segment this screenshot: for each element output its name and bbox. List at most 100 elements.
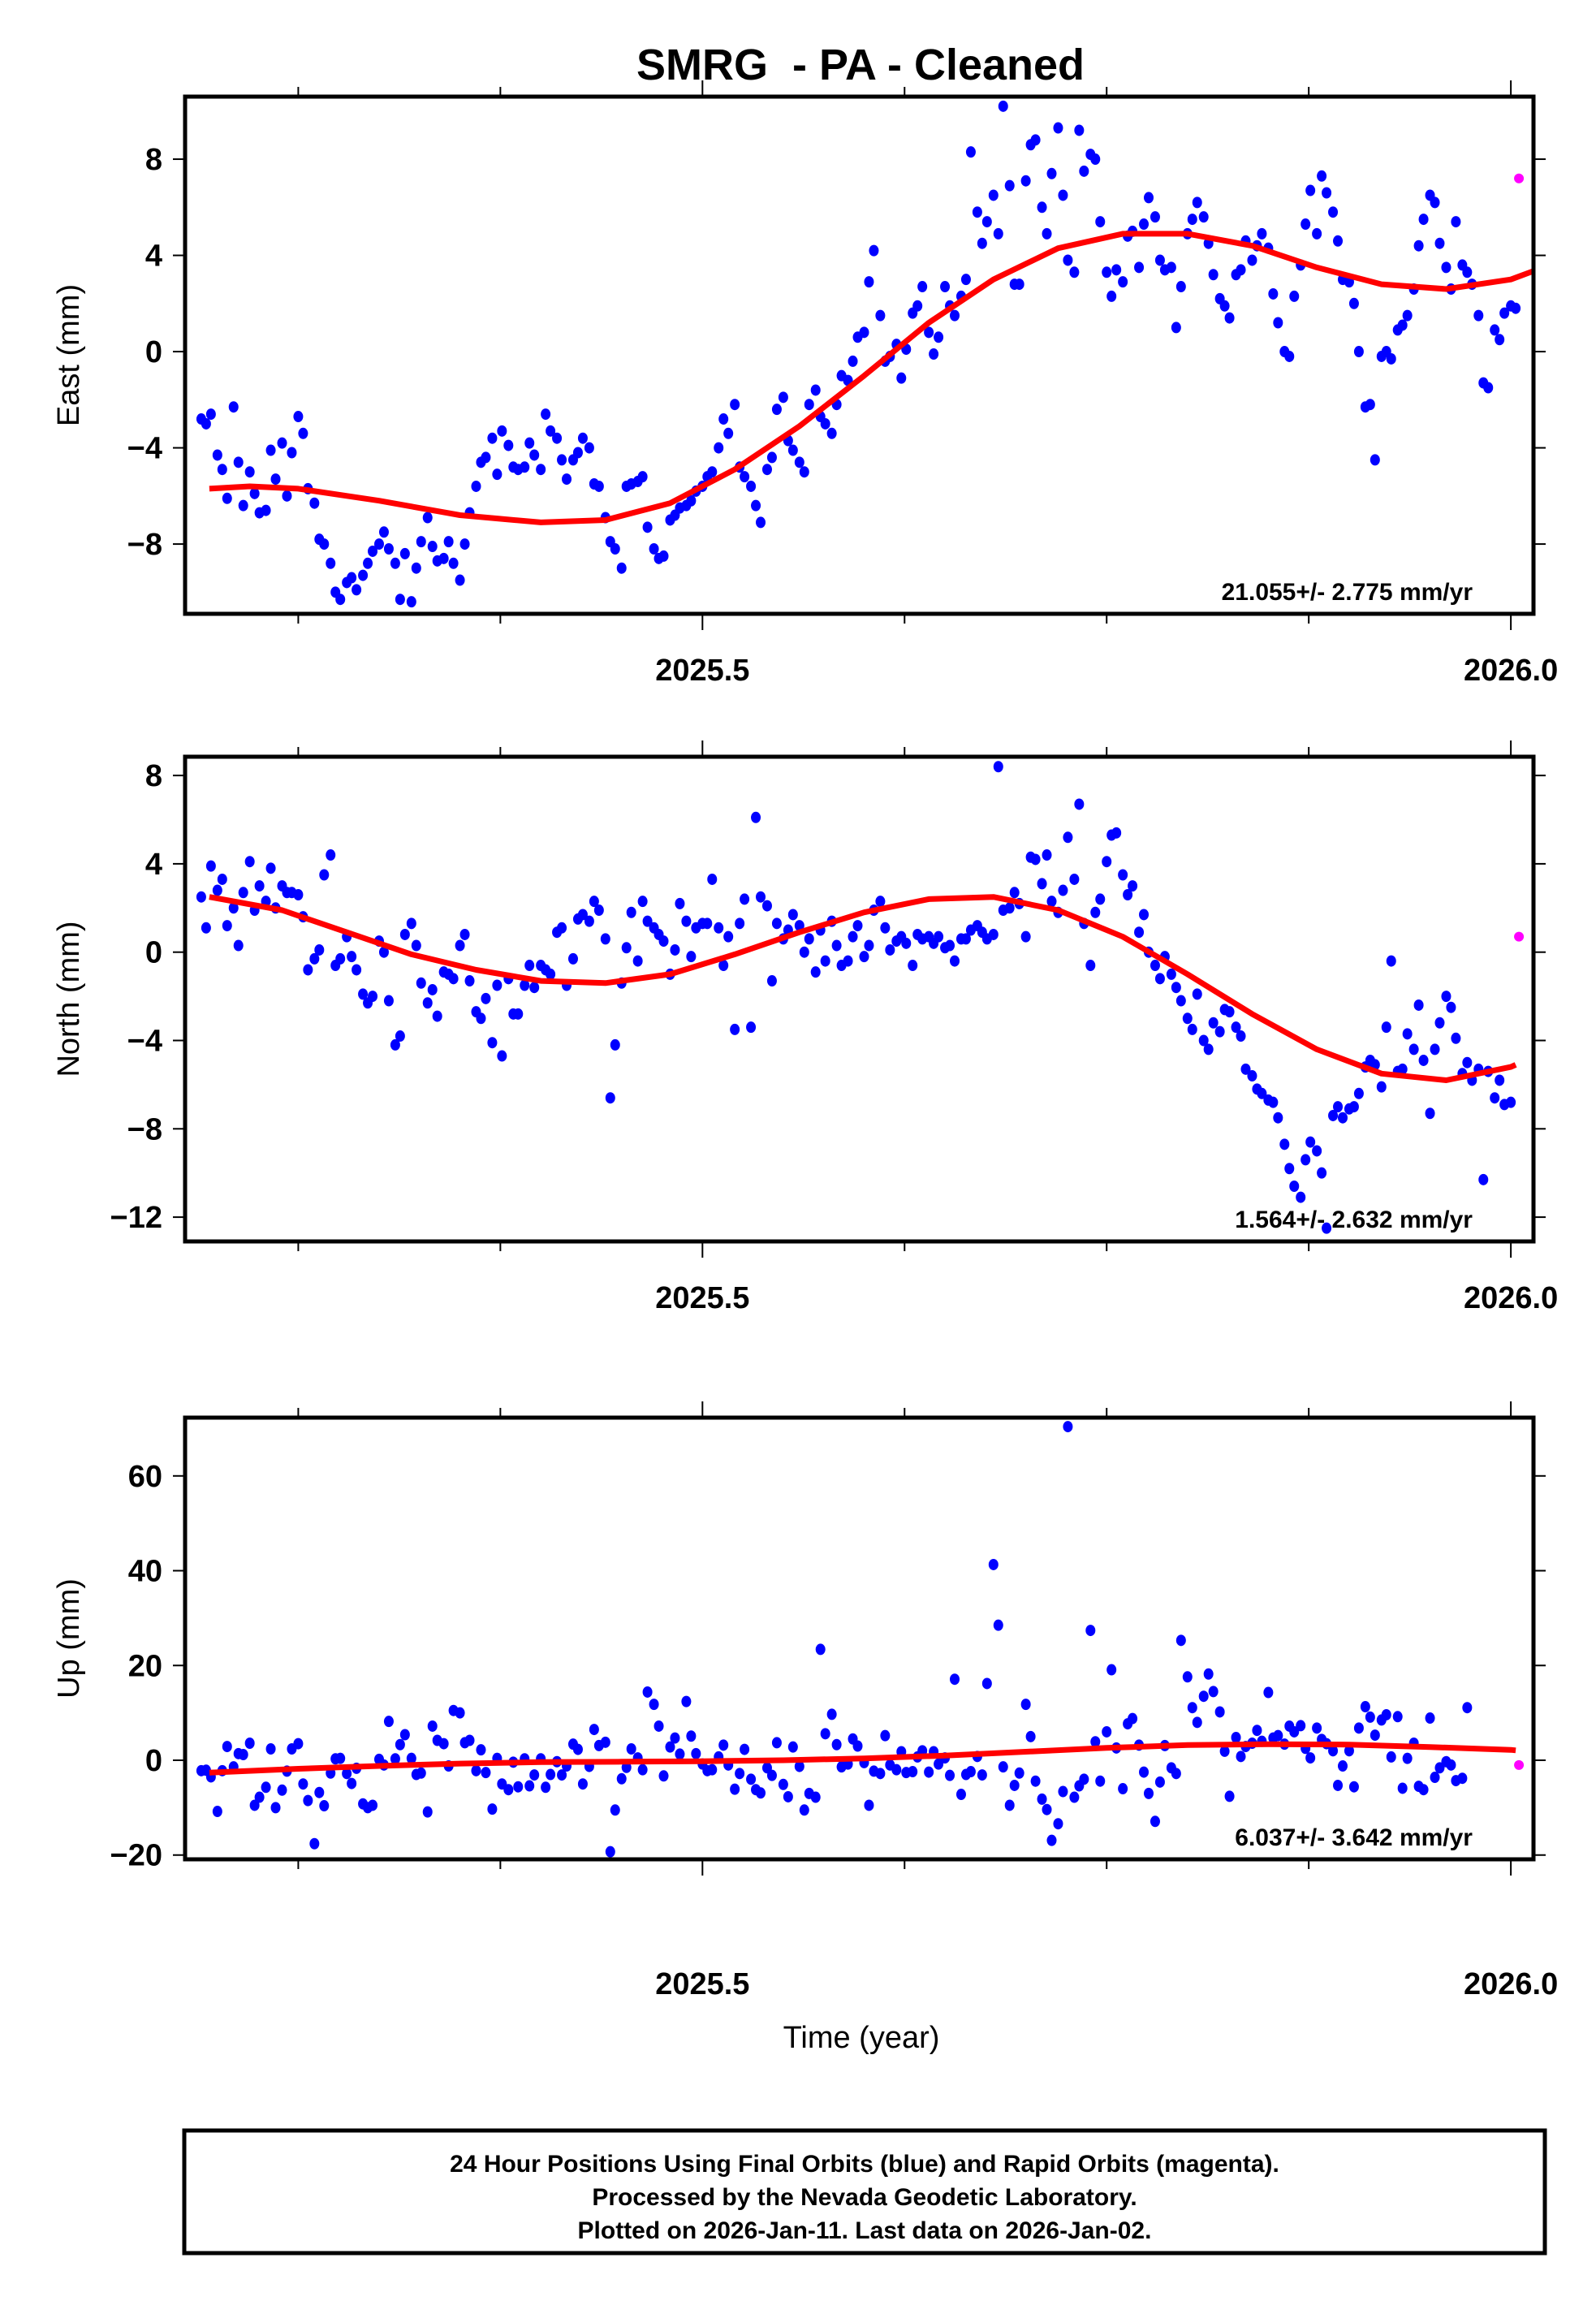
final-orbit-point — [1203, 1043, 1214, 1056]
final-orbit-point — [1397, 1782, 1408, 1794]
final-orbit-point — [406, 1752, 416, 1764]
final-orbit-point — [390, 1038, 400, 1051]
final-orbit-point — [1231, 1021, 1241, 1034]
final-orbit-point — [1499, 307, 1510, 319]
final-orbit-point — [335, 594, 346, 606]
final-orbit-point — [723, 930, 734, 943]
final-orbit-point — [487, 432, 498, 444]
final-orbit-point — [998, 1761, 1008, 1773]
final-orbit-point — [373, 538, 384, 550]
final-orbit-point — [524, 1780, 535, 1792]
final-orbit-point — [1381, 1021, 1391, 1034]
final-orbit-point — [1154, 254, 1165, 266]
final-orbit-point — [432, 1010, 442, 1022]
final-orbit-point — [1090, 1736, 1101, 1748]
up-axis-label: Up (mm) — [52, 1578, 86, 1699]
final-orbit-point — [735, 1768, 745, 1780]
final-orbit-point — [891, 1764, 902, 1776]
final-orbit-point — [815, 1643, 826, 1656]
final-orbit-point — [309, 497, 320, 509]
final-orbit-point — [998, 100, 1008, 112]
final-orbit-point — [513, 1008, 524, 1020]
rapid-orbit-point — [1514, 173, 1525, 183]
final-orbit-point — [1025, 1730, 1036, 1742]
final-orbit-point — [1046, 1834, 1057, 1846]
final-orbit-point — [831, 1738, 842, 1751]
final-orbit-point — [1214, 1706, 1225, 1718]
final-orbit-point — [1511, 302, 1521, 314]
rate-label: 1.564+/- 2.632 mm/yr — [1235, 1207, 1473, 1233]
final-orbit-point — [287, 447, 297, 459]
final-orbit-point — [471, 1764, 481, 1776]
final-orbit-point — [443, 536, 454, 548]
final-orbit-point — [756, 516, 766, 529]
final-orbit-point — [319, 1800, 330, 1812]
final-orbit-point — [885, 943, 895, 956]
final-orbit-point — [1203, 1668, 1214, 1680]
final-orbit-point — [1134, 261, 1145, 274]
final-orbit-point — [1106, 1664, 1117, 1676]
final-orbit-point — [1381, 1708, 1391, 1720]
final-orbit-point — [529, 449, 540, 461]
footer-line-2: Processed by the Nevada Geodetic Laborat… — [592, 2184, 1137, 2211]
final-orbit-point — [277, 1784, 287, 1796]
final-orbit-point — [1418, 1784, 1429, 1796]
final-orbit-point — [1095, 216, 1106, 228]
final-orbit-point — [238, 1749, 248, 1761]
final-orbit-point — [950, 955, 960, 967]
final-orbit-point — [965, 146, 976, 158]
final-orbit-point — [1063, 254, 1073, 266]
final-orbit-point — [740, 471, 750, 483]
final-orbit-point — [1402, 1028, 1413, 1040]
final-orbit-point — [1042, 849, 1052, 861]
final-orbit-point — [908, 960, 918, 972]
final-orbit-point — [1344, 1745, 1354, 1757]
final-orbit-point — [1333, 1101, 1344, 1113]
final-orbit-point — [476, 1744, 486, 1756]
final-orbit-point — [1268, 287, 1279, 300]
final-orbit-point — [702, 917, 713, 930]
final-orbit-point — [1058, 1785, 1068, 1798]
final-orbit-point — [552, 432, 563, 444]
final-orbit-point — [1175, 281, 1186, 293]
final-orbit-point — [358, 988, 369, 1000]
final-orbit-point — [1305, 1752, 1316, 1764]
final-orbit-point — [1430, 196, 1440, 209]
final-orbit-point — [589, 1724, 599, 1736]
final-orbit-point — [1030, 134, 1041, 146]
final-orbit-point — [1079, 165, 1089, 177]
final-orbit-point — [1090, 153, 1101, 166]
final-orbit-point — [546, 968, 556, 980]
final-orbit-point — [605, 1846, 615, 1858]
final-orbit-point — [804, 933, 814, 945]
final-orbit-point — [794, 1760, 804, 1772]
final-orbit-point — [1312, 227, 1322, 240]
final-orbit-point — [1074, 798, 1085, 810]
final-orbit-point — [293, 411, 304, 423]
final-orbit-point — [778, 391, 788, 404]
final-orbit-point — [277, 437, 287, 449]
final-orbit-point — [244, 466, 255, 478]
final-orbit-point — [632, 955, 643, 967]
final-orbit-point — [1182, 1671, 1193, 1683]
final-orbit-point — [826, 1708, 837, 1720]
final-orbit-point — [1020, 175, 1031, 187]
final-orbit-point — [464, 1734, 475, 1746]
final-orbit-point — [859, 326, 869, 339]
final-orbit-point — [1224, 1006, 1235, 1018]
final-orbit-point — [929, 348, 939, 360]
final-orbit-point — [217, 873, 227, 885]
final-orbit-point — [1150, 211, 1160, 223]
final-orbit-point — [1317, 170, 1327, 182]
final-orbit-point — [1030, 1775, 1041, 1787]
final-orbit-point — [799, 466, 809, 478]
final-orbit-point — [810, 384, 821, 396]
final-orbit-point — [686, 951, 697, 963]
final-orbit-point — [875, 1768, 886, 1780]
final-orbit-point — [766, 1769, 777, 1781]
final-orbit-point — [487, 1803, 498, 1815]
final-orbit-point — [212, 449, 222, 461]
final-orbit-point — [1506, 1096, 1516, 1108]
final-orbit-point — [1473, 309, 1484, 322]
final-orbit-point — [988, 189, 999, 201]
